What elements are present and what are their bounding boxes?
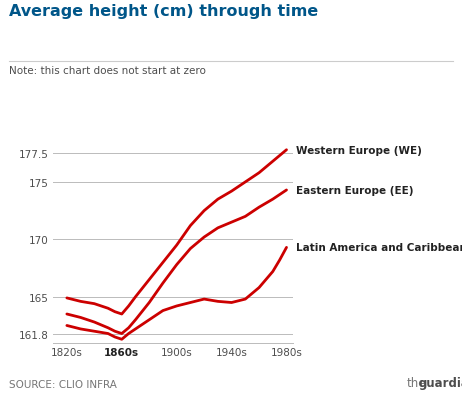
Text: SOURCE: CLIO INFRA: SOURCE: CLIO INFRA (9, 379, 117, 389)
Text: Western Europe (WE): Western Europe (WE) (296, 146, 422, 155)
Text: Note: this chart does not start at zero: Note: this chart does not start at zero (9, 66, 206, 76)
Text: the: the (407, 376, 426, 389)
Text: guardian: guardian (418, 376, 462, 389)
Text: Latin America and Caribbean (LA): Latin America and Caribbean (LA) (296, 243, 462, 253)
Text: Eastern Europe (EE): Eastern Europe (EE) (296, 186, 413, 195)
Text: Average height (cm) through time: Average height (cm) through time (9, 4, 318, 19)
